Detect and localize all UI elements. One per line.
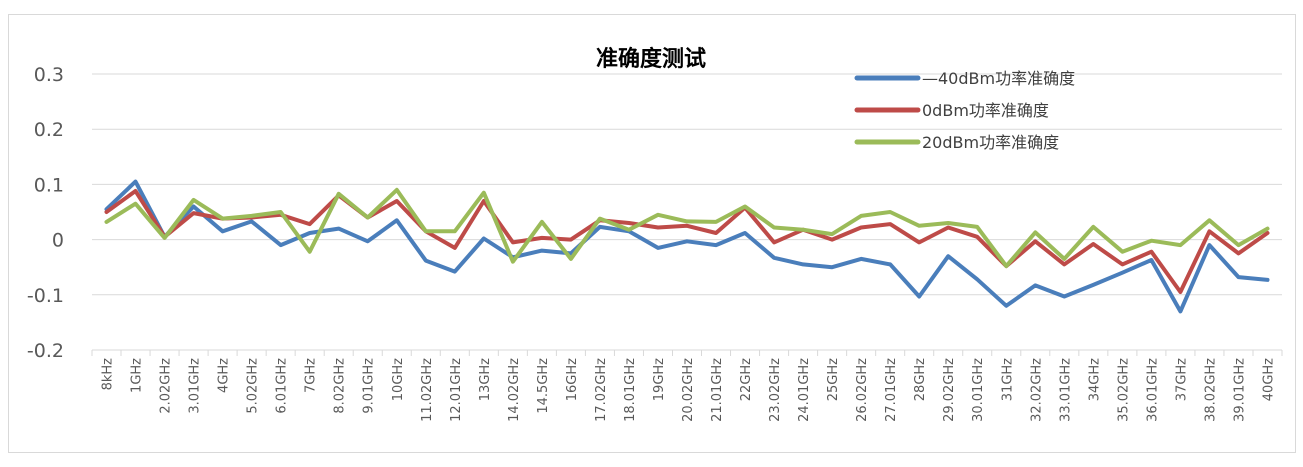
y-axis-ticks: 0.3 0.2 0.1 0 -0.1 -0.2 [27, 64, 64, 362]
chart-title: 准确度测试 [596, 46, 706, 72]
x-tick-label: 31GHz [1000, 358, 1015, 401]
series-lines [104, 179, 1270, 314]
legend-label: 20dBm功率准确度 [922, 133, 1059, 152]
x-tick-label: 10GHz [391, 358, 406, 401]
x-tick-label: 37GHz [1174, 358, 1189, 401]
x-tick-label: 18.01GHz [623, 358, 638, 422]
x-tick-label: 22GHz [739, 358, 754, 401]
x-tick-label: 7GHz [304, 358, 319, 393]
x-tick-label: 12.01GHz [449, 358, 464, 422]
series-line [104, 187, 1270, 269]
y-tick-label: 0 [52, 230, 64, 252]
x-tick-label: 32.02GHz [1029, 358, 1044, 422]
x-tick-label: 19GHz [652, 358, 667, 401]
x-tick-label: 39.01GHz [1232, 358, 1247, 422]
x-tick-label: 20.02GHz [681, 358, 696, 422]
x-tick-label: 35.02GHz [1116, 358, 1131, 422]
x-tick-label: 36.01GHz [1145, 358, 1160, 422]
x-tick-label: 14.02GHz [507, 358, 522, 422]
x-tick-label: 13GHz [478, 358, 493, 401]
y-tick-label: 0.1 [34, 174, 64, 196]
x-tick-label: 26.02GHz [855, 358, 870, 422]
x-tick-label: 2.02GHz [159, 358, 174, 414]
x-tick-label: 14.5GHz [536, 358, 551, 414]
x-tick-label: 8.02GHz [333, 358, 348, 414]
x-tick-label: 27.01GHz [884, 358, 899, 422]
y-tick-label: 0.3 [34, 64, 64, 86]
x-tick-label: 5.02GHz [246, 358, 261, 414]
x-tick-label: 40GHz [1261, 358, 1276, 401]
y-tick-label: -0.1 [27, 285, 64, 307]
x-tick-label: 9.01GHz [362, 358, 377, 414]
x-tick-label: 29.02GHz [942, 358, 957, 422]
x-tick-label: 23.02GHz [768, 358, 783, 422]
x-axis-ticks: 8kHz 1GHz 2.02GHz 3.01GHz 4GHz 5.02GHz 6.01GHz… [101, 358, 1277, 422]
x-tick-label: 25GHz [826, 358, 841, 401]
legend-label: —40dBm功率准确度 [922, 69, 1075, 88]
series-line [104, 179, 1270, 314]
series-line [104, 189, 1270, 294]
x-tick-label: 4GHz [217, 358, 232, 393]
x-tick-label: 1GHz [130, 358, 145, 393]
x-tick-label: 16GHz [565, 358, 580, 401]
y-tick-label: 0.2 [34, 119, 64, 141]
x-tick-label: 17.02GHz [594, 358, 609, 422]
x-tick-label: 30.01GHz [971, 358, 986, 422]
x-tick-label: 33.01GHz [1058, 358, 1073, 422]
x-tick-label: 8kHz [101, 358, 116, 391]
chart-frame [8, 14, 1296, 453]
x-axis-tick-marks [91, 349, 1283, 356]
x-tick-label: 3.01GHz [188, 358, 203, 414]
x-tick-label: 34GHz [1087, 358, 1102, 401]
x-tick-label: 6.01GHz [275, 358, 290, 414]
legend-label: 0dBm功率准确度 [922, 101, 1049, 120]
legend: —40dBm功率准确度 0dBm功率准确度 20dBm功率准确度 [854, 69, 1075, 152]
x-tick-label: 21.01GHz [710, 358, 725, 422]
x-tick-label: 11.02GHz [420, 358, 435, 422]
x-tick-label: 38.02GHz [1203, 358, 1218, 422]
y-tick-label: -0.2 [27, 340, 64, 362]
x-tick-label: 24.01GHz [797, 358, 812, 422]
x-tick-label: 28GHz [913, 358, 928, 401]
